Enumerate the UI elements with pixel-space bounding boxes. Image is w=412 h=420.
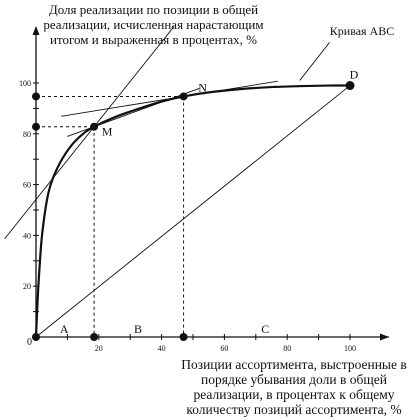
y-axis-title: Доля реализации по позиции в общей реали… bbox=[43, 2, 264, 47]
point-d-label: D bbox=[350, 68, 359, 82]
y-tick-label: 20 bbox=[23, 282, 31, 291]
x-tick-label: 40 bbox=[158, 344, 166, 353]
point-n-y-axis bbox=[32, 92, 40, 101]
chart-marks: M N D A B C bbox=[32, 68, 359, 341]
x-tick-label: 60 bbox=[220, 344, 228, 353]
helper-lines: Кривая АВС bbox=[4, 24, 394, 338]
diagonal-line bbox=[35, 85, 351, 338]
y-tick-label: 80 bbox=[23, 130, 31, 139]
y-tick-label: 60 bbox=[23, 181, 31, 190]
y-axis-arrow bbox=[32, 26, 40, 35]
x-axis-title: Позиции ассортимента, выстроенные в поря… bbox=[181, 357, 407, 417]
tangent-line-m bbox=[4, 26, 175, 240]
point-d bbox=[345, 81, 355, 91]
abc-curve bbox=[34, 84, 351, 338]
x-tick-label: 100 bbox=[344, 344, 356, 353]
curve-label: Кривая АВС bbox=[330, 24, 394, 38]
y-tick-label: 40 bbox=[23, 231, 31, 240]
point-m bbox=[90, 122, 99, 131]
x-tick-label: 80 bbox=[283, 344, 291, 353]
curve-label-leader bbox=[299, 42, 330, 81]
origin-label: 0 bbox=[27, 337, 32, 348]
zone-label-C: C bbox=[261, 322, 269, 336]
zone-label-B: B bbox=[134, 322, 142, 336]
x-axis-arrow bbox=[380, 333, 389, 341]
abc-curve-line bbox=[34, 84, 351, 338]
point-n-label: N bbox=[198, 80, 207, 94]
point-n-x-axis bbox=[179, 333, 188, 341]
x-tick-label: 20 bbox=[95, 344, 103, 353]
point-m-label: M bbox=[102, 125, 113, 139]
y-tick-label: 100 bbox=[19, 79, 31, 88]
point-m-x-axis bbox=[90, 333, 99, 341]
point-m-y-axis bbox=[32, 122, 40, 131]
zone-label-A: A bbox=[60, 322, 69, 336]
axes: 20 40 60 80 100 20 40 60 80 100 0 bbox=[19, 26, 389, 353]
origin-point bbox=[32, 333, 40, 341]
point-n bbox=[179, 92, 188, 101]
